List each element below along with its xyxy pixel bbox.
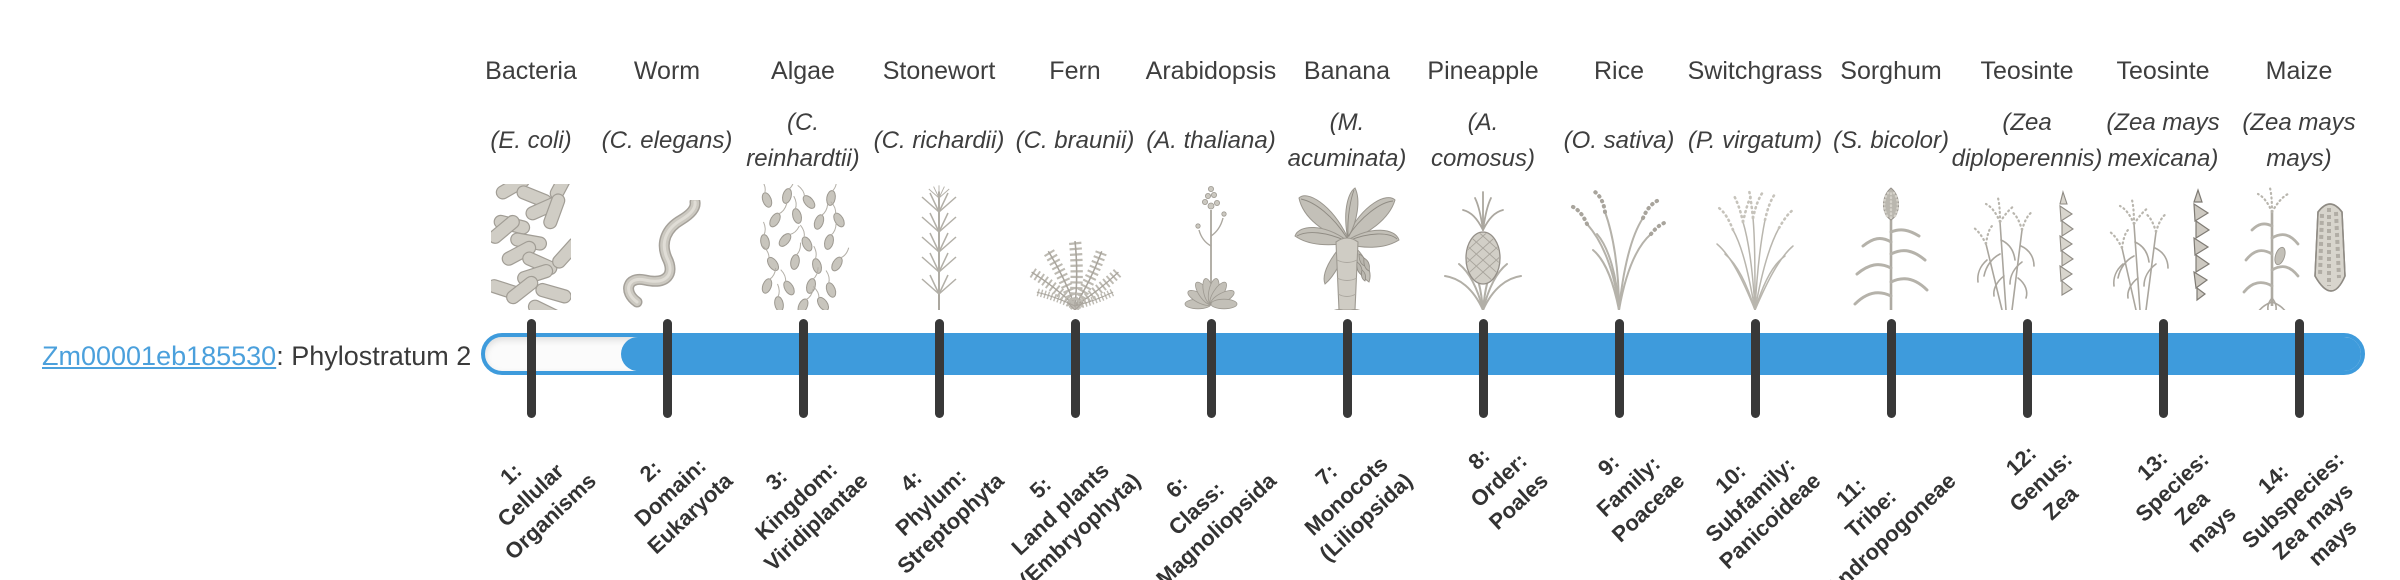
organism-name: Bacteria xyxy=(485,57,577,85)
phylostratum-tick-1 xyxy=(526,319,536,418)
phylostratum-tick-8 xyxy=(1478,319,1488,418)
arabidopsis-icon xyxy=(1141,180,1281,310)
organism-name: Stonewort xyxy=(882,57,996,85)
organism-species: (A. comosus) xyxy=(1430,109,1536,172)
worm-icon xyxy=(597,180,737,310)
organism-name: Pineapple xyxy=(1427,57,1539,85)
organism-name: Fern xyxy=(1049,57,1101,85)
phylostratum-tick-5 xyxy=(1070,319,1080,418)
organism-species: (S. bicolor) xyxy=(1832,127,1950,154)
banana-icon xyxy=(1277,180,1417,310)
gene-annotation: : Phylostratum 2 xyxy=(276,341,472,371)
stonewort-icon xyxy=(869,180,1009,310)
organism-name: Teosinte xyxy=(1980,57,2074,85)
organism-column-fern: Fern (C. braunii) xyxy=(1005,56,1145,310)
organism-column-sorghum: Sorghum (S. bicolor) xyxy=(1821,56,1961,310)
algae-icon xyxy=(733,180,873,310)
organism-column-rice: Rice (O. sativa) xyxy=(1549,56,1689,310)
organism-name: Sorghum xyxy=(1840,57,1942,85)
organism-name: Algae xyxy=(771,57,835,85)
organism-name: Worm xyxy=(633,57,701,85)
organism-name: Arabidopsis xyxy=(1145,57,1277,85)
rice-icon xyxy=(1549,180,1689,310)
phylostratum-tick-14 xyxy=(2294,319,2304,418)
teosinte-icon xyxy=(1957,180,2097,310)
organism-column-maize: Maize (Zea mays mays) xyxy=(2229,56,2369,310)
organism-column-banana: Banana (M. acuminata) xyxy=(1277,56,1417,310)
phylostratum-tick-4 xyxy=(934,319,944,418)
organism-species: (A. thaliana) xyxy=(1146,127,1276,154)
organism-species: (Zea mays mays) xyxy=(2242,109,2356,172)
phylostratum-tick-7 xyxy=(1342,319,1352,418)
organism-column-stonewort: Stonewort (C. richardii) xyxy=(869,56,1009,310)
phylostratum-tick-3 xyxy=(798,319,808,418)
phylostratum-tick-13 xyxy=(2158,319,2168,418)
organism-column-worm: Worm (C. elegans) xyxy=(597,56,737,310)
organism-species: (Zea mays mexicana) xyxy=(2106,109,2220,172)
phylostratum-bar-track xyxy=(481,333,2365,375)
organism-column-teosinte-mexicana: Teosinte (Zea mays mexicana) xyxy=(2093,56,2233,310)
organism-name: Banana xyxy=(1303,57,1391,85)
organism-column-algae: Algae (C. reinhardtii) xyxy=(733,56,873,310)
organism-species: (C. elegans) xyxy=(601,127,733,154)
maize-icon xyxy=(2229,180,2369,310)
fern-icon xyxy=(1005,180,1145,310)
phylostratum-tick-9 xyxy=(1614,319,1624,418)
phylostratum-tick-11 xyxy=(1886,319,1896,418)
pineapple-icon xyxy=(1413,180,1553,310)
gene-id-link[interactable]: Zm00001eb185530 xyxy=(42,341,277,371)
phylostratum-tick-12 xyxy=(2022,319,2032,418)
organism-column-pineapple: Pineapple (A. comosus) xyxy=(1413,56,1553,310)
organism-species: (C. richardii) xyxy=(873,127,1005,154)
sorghum-icon xyxy=(1821,180,1961,310)
organism-column-teosinte-diploperennis: Teosinte (Zea diploperennis) xyxy=(1951,56,2103,310)
organism-species: (E. coli) xyxy=(490,127,572,154)
organism-column-switchgrass: Switchgrass (P. virgatum) xyxy=(1685,56,1825,310)
switchgrass-icon xyxy=(1685,180,1825,310)
organism-name: Switchgrass xyxy=(1687,57,1823,85)
organism-species: (C. reinhardtii) xyxy=(746,109,860,172)
organism-column-bacteria: Bacteria (E. coli) xyxy=(461,56,601,310)
organism-column-arabidopsis: Arabidopsis (A. thaliana) xyxy=(1141,56,1281,310)
organism-species: (P. virgatum) xyxy=(1687,127,1823,154)
organism-name: Maize xyxy=(2265,57,2333,85)
phylostratum-bar-fill xyxy=(621,337,2361,371)
phylostratum-tick-10 xyxy=(1750,319,1760,418)
bacteria-icon xyxy=(461,180,601,310)
organism-name: Rice xyxy=(1593,57,1644,85)
organism-species: (M. acuminata) xyxy=(1287,109,1407,172)
phylostratum-tick-6 xyxy=(1206,319,1216,418)
organism-species: (C. braunii) xyxy=(1015,127,1135,154)
organism-species: (O. sativa) xyxy=(1563,127,1675,154)
organism-species: (Zea diploperennis) xyxy=(1951,109,2103,172)
teosinte-icon xyxy=(2093,180,2233,310)
organism-name: Teosinte xyxy=(2116,57,2210,85)
gene-label: Zm00001eb185530: Phylostratum 2 xyxy=(42,341,471,372)
phylostratum-tick-2 xyxy=(662,319,672,418)
